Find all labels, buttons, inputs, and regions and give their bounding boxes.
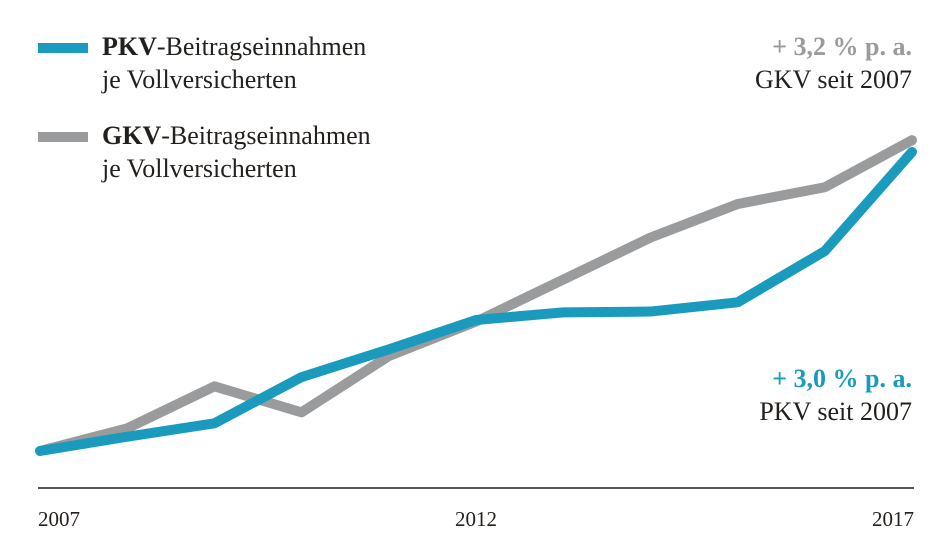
series-line-pkv — [35, 146, 917, 456]
annotation-gkv-label: GKV seit 2007 — [755, 65, 912, 94]
annotation-pkv: + 3,0 % p. a. PKV seit 2007 — [759, 362, 912, 428]
legend-name: -Beitragseinnahmen — [156, 32, 367, 61]
legend-item-gkv: GKV-Beitragseinnahmen je Vollversicherten — [38, 119, 371, 185]
annotation-pkv-rate: + 3,0 % p. a. — [772, 364, 912, 393]
legend-name: -Beitragseinnahmen — [161, 121, 371, 150]
legend-name-bold: PKV — [102, 32, 157, 61]
legend-swatch-pkv — [38, 43, 88, 53]
legend-name-bold: GKV — [102, 121, 162, 150]
x-tick-label: 2017 — [872, 507, 914, 531]
legend-swatch-gkv — [38, 132, 88, 142]
x-tick-label: 2007 — [38, 507, 80, 531]
legend-name-line2: je Vollversicherten — [102, 65, 297, 94]
annotation-pkv-label: PKV seit 2007 — [759, 397, 912, 426]
annotation-gkv: + 3,2 % p. a. GKV seit 2007 — [755, 30, 912, 96]
annotation-gkv-rate: + 3,2 % p. a. — [772, 32, 912, 61]
x-tick-label: 2012 — [455, 507, 497, 531]
legend-item-pkv: PKV-Beitragseinnahmen je Vollversicherten — [38, 30, 366, 96]
legend-name-line2: je Vollversicherten — [102, 154, 297, 183]
